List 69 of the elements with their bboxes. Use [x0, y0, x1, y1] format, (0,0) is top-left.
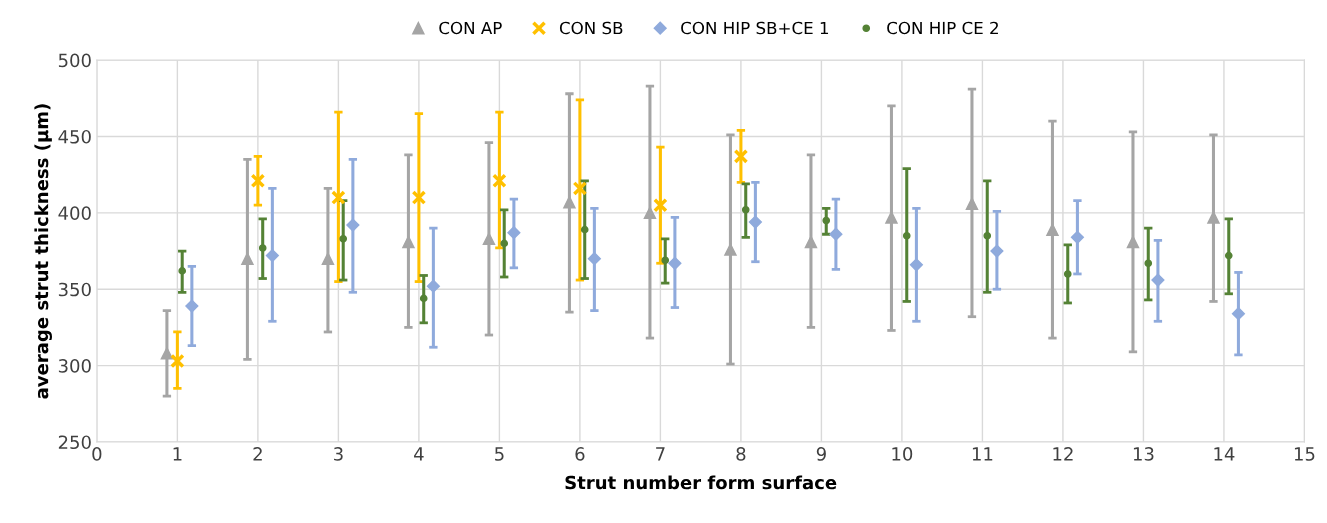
- point: [265, 249, 279, 263]
- x-tick-label: 12: [1053, 447, 1073, 461]
- point: [160, 347, 174, 360]
- point: [909, 258, 923, 272]
- x-tick-label: 14: [1214, 447, 1235, 461]
- y-tick-label: 450: [58, 129, 91, 144]
- point: [1126, 235, 1140, 249]
- point: [426, 279, 440, 293]
- point: [1224, 251, 1233, 260]
- y-tick-label: 250: [58, 435, 91, 450]
- point: [822, 216, 831, 225]
- x-tick-label: 10: [892, 447, 913, 461]
- point: [250, 173, 266, 189]
- point: [983, 231, 992, 240]
- point: [580, 225, 589, 234]
- y-tick-label: 350: [58, 282, 91, 297]
- point: [643, 206, 657, 220]
- point: [419, 294, 428, 303]
- point: [482, 232, 496, 246]
- x-tick-label: 15: [1294, 447, 1315, 461]
- legend-label: CON HIP SB+CE 1: [681, 21, 829, 35]
- point: [185, 299, 199, 313]
- point: [492, 173, 507, 189]
- y-tick-label: 300: [58, 359, 91, 373]
- x-tick-label: 4: [414, 447, 424, 461]
- point: [1063, 270, 1072, 278]
- x-tick-label: 6: [575, 447, 585, 461]
- point: [346, 218, 360, 232]
- point: [741, 205, 750, 214]
- point: [1231, 307, 1246, 321]
- point: [653, 197, 668, 213]
- point: [804, 235, 818, 249]
- point: [258, 244, 267, 252]
- x-tick-label: 11: [972, 447, 993, 461]
- y-tick-label: 400: [58, 206, 91, 220]
- x-tick-label: 2: [253, 447, 262, 461]
- x-tick-label: 0: [92, 447, 102, 461]
- y-axis-title: average strut thickness (µm): [34, 104, 52, 399]
- x-tick-label: 8: [736, 447, 746, 461]
- x-tick-label: 1: [173, 447, 182, 461]
- point: [661, 256, 670, 265]
- x-tick-label: 9: [816, 447, 826, 461]
- point: [170, 353, 185, 369]
- x-axis-title: Strut number form surface: [565, 475, 837, 490]
- x-tick-label: 3: [334, 447, 343, 461]
- point: [321, 252, 335, 265]
- legend-label: CON SB: [559, 21, 623, 35]
- point: [829, 227, 843, 241]
- point: [668, 256, 682, 270]
- legend-label: CON HIP CE 2: [887, 21, 998, 35]
- y-tick-label: 500: [58, 53, 91, 68]
- point: [500, 239, 509, 248]
- point: [1070, 230, 1085, 244]
- point: [507, 226, 521, 240]
- point: [748, 215, 762, 229]
- legend-label: CON AP: [439, 21, 502, 35]
- point: [178, 267, 187, 275]
- point: [990, 244, 1004, 258]
- x-tick-label: 13: [1133, 447, 1154, 461]
- x-tick-label: 7: [656, 447, 665, 461]
- point: [1151, 273, 1165, 287]
- point: [587, 252, 601, 266]
- point: [965, 197, 979, 210]
- point: [733, 149, 749, 164]
- point: [902, 231, 911, 240]
- x-tick-label: 5: [495, 447, 504, 461]
- point: [1144, 259, 1153, 268]
- point: [339, 235, 348, 243]
- point: [411, 190, 427, 205]
